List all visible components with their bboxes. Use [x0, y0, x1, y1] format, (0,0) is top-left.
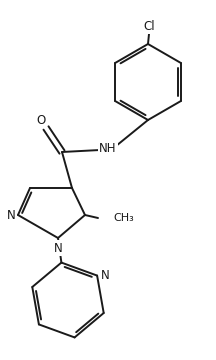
Text: N: N [101, 269, 110, 282]
Text: NH: NH [99, 141, 117, 154]
Text: Cl: Cl [143, 19, 155, 32]
Text: O: O [36, 113, 46, 126]
Text: N: N [54, 242, 62, 255]
Text: CH₃: CH₃ [113, 213, 134, 223]
Text: N: N [7, 208, 15, 221]
